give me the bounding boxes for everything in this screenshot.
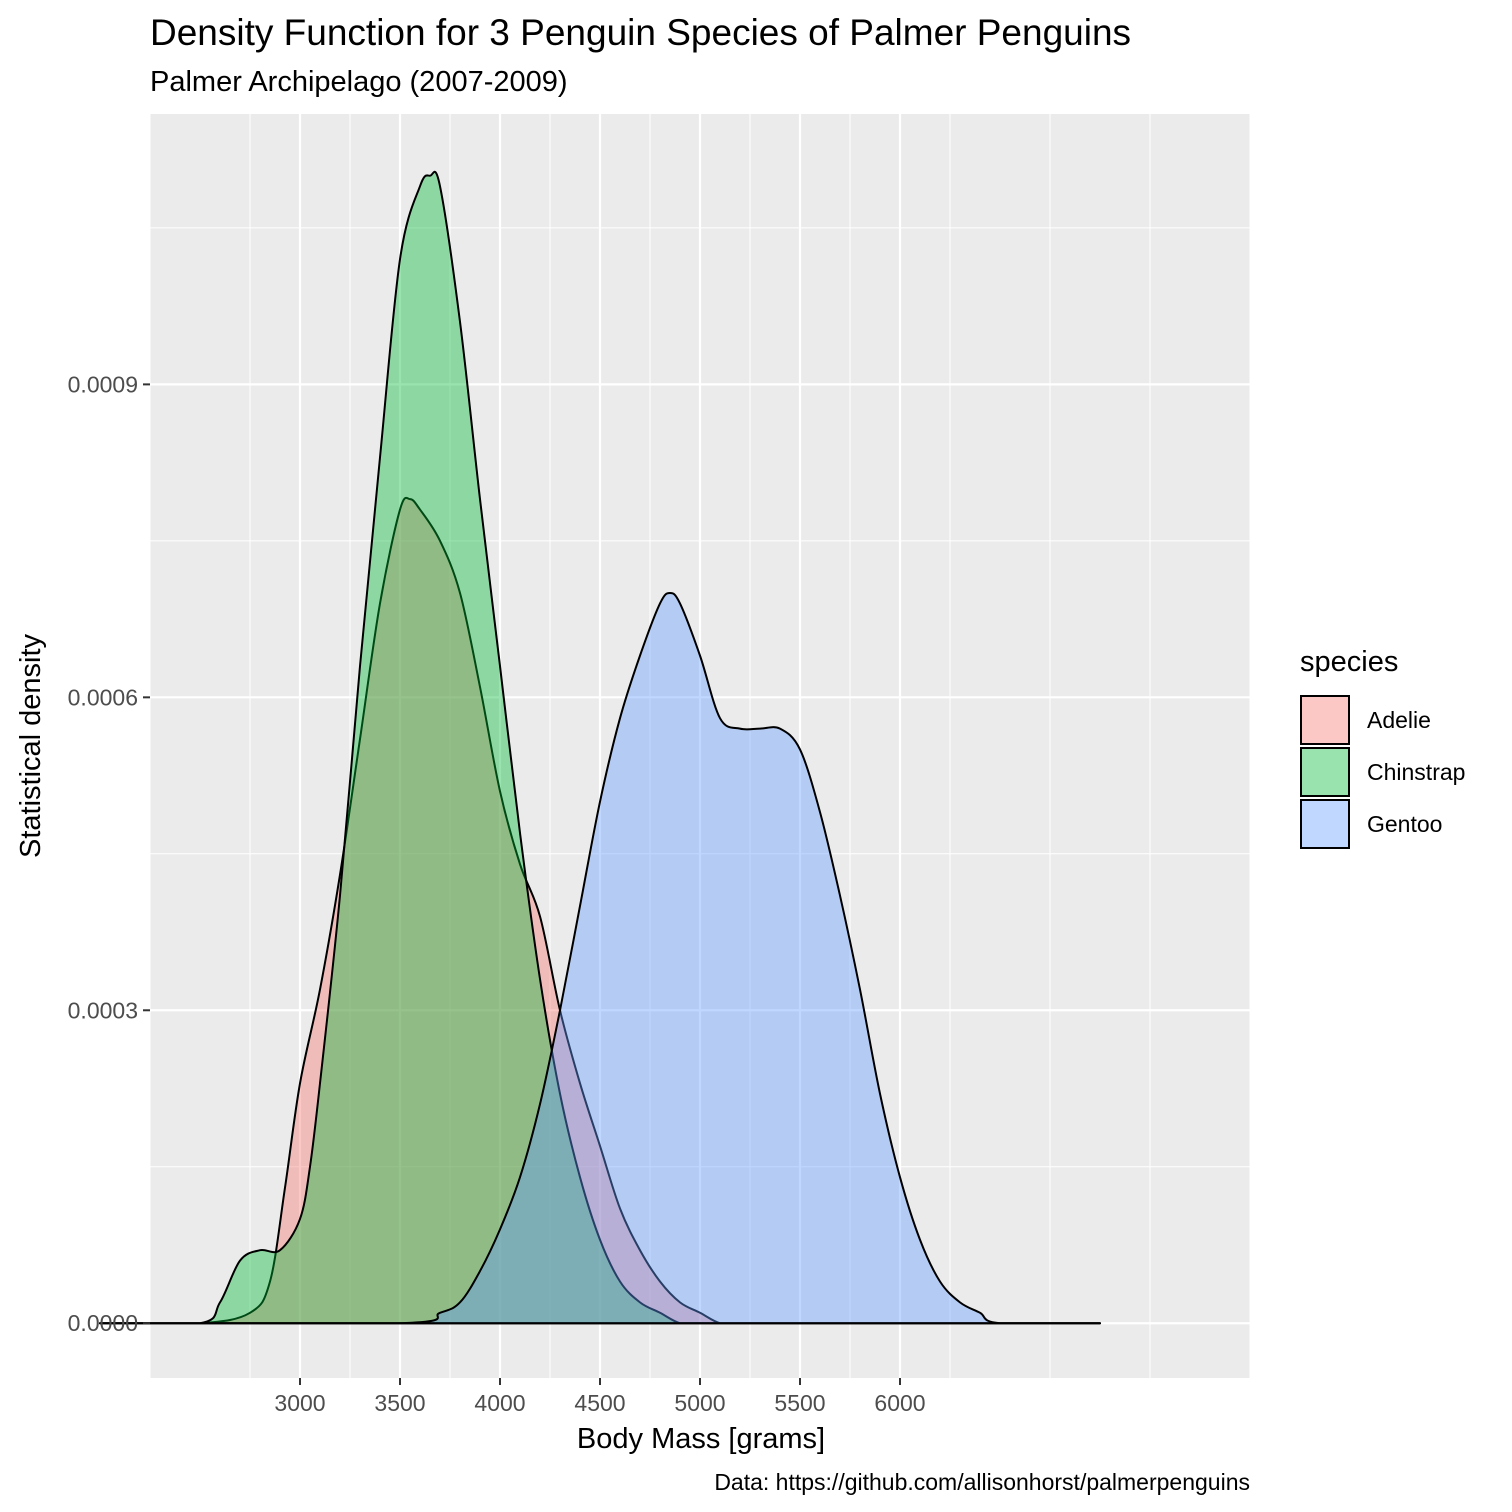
legend-label-adelie: Adelie xyxy=(1367,707,1431,733)
legend-key-gentoo xyxy=(1300,799,1350,849)
x-axis-title: Body Mass [grams] xyxy=(577,1423,825,1455)
x-tick-label: 6000 xyxy=(874,1390,925,1416)
legend: species Adelie Chinstrap Gentoo xyxy=(1300,646,1465,849)
x-tick-label: 4000 xyxy=(474,1390,525,1416)
density-area-gentoo xyxy=(99,592,1101,1325)
y-axis-title: Statistical density xyxy=(15,633,47,858)
legend-title: species xyxy=(1300,646,1398,678)
chart-caption: Data: https://github.com/allisonhorst/pa… xyxy=(714,1469,1250,1495)
y-tick-label: 0.0003 xyxy=(68,997,138,1023)
y-tick-label: 0.0006 xyxy=(68,684,138,710)
legend-label-gentoo: Gentoo xyxy=(1367,811,1442,837)
legend-label-chinstrap: Chinstrap xyxy=(1367,759,1465,785)
legend-key-bg xyxy=(1301,800,1349,848)
chart-subtitle: Palmer Archipelago (2007-2009) xyxy=(150,66,568,98)
y-axis: 0.0000 0.0003 0.0006 0.0009 xyxy=(68,371,150,1336)
x-tick-label: 5000 xyxy=(674,1390,725,1416)
x-tick-label: 3000 xyxy=(274,1390,325,1416)
x-tick-label: 5500 xyxy=(774,1390,825,1416)
y-tick-label: 0.0000 xyxy=(68,1310,138,1336)
x-tick-label: 4500 xyxy=(574,1390,625,1416)
x-tick-label: 3500 xyxy=(374,1390,425,1416)
legend-key-bg xyxy=(1301,696,1349,744)
density-area-adelie xyxy=(99,496,1101,1325)
density-areas xyxy=(99,170,1101,1325)
x-axis: 3000 3500 4000 4500 5000 5500 6000 xyxy=(274,1378,926,1416)
legend-key-chinstrap xyxy=(1300,747,1350,797)
legend-key-bg xyxy=(1301,748,1349,796)
y-tick-label: 0.0009 xyxy=(68,371,138,397)
density-area-chinstrap xyxy=(99,170,1101,1325)
legend-key-adelie xyxy=(1300,695,1350,745)
chart-title: Density Function for 3 Penguin Species o… xyxy=(150,12,1131,53)
